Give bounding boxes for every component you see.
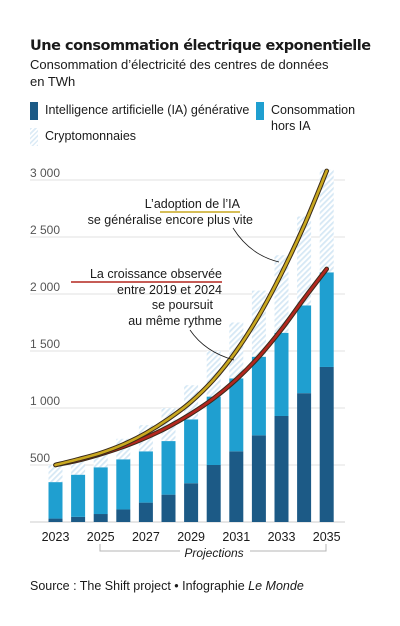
bar-segment-nonai bbox=[71, 474, 86, 517]
projection-bracket-line bbox=[99, 544, 327, 552]
source-text: Source : The Shift project • Infographie bbox=[30, 579, 249, 593]
y-tick-label: 1 500 bbox=[30, 337, 60, 351]
bar-segment-crypto bbox=[48, 465, 63, 483]
bar-segment-nonai bbox=[274, 332, 289, 416]
bar-segment-crypto bbox=[319, 169, 334, 273]
bar-segment-nonai bbox=[116, 459, 131, 510]
x-tick-label: 2023 bbox=[42, 530, 70, 544]
x-tick-label: 2031 bbox=[222, 530, 250, 544]
x-tick-label: 2027 bbox=[132, 530, 160, 544]
legend-label-nonai-line2: hors IA bbox=[271, 119, 311, 133]
annotation-growth-line2: entre 2019 et 2024 bbox=[117, 283, 222, 297]
source-note: Source : The Shift project • Infographie… bbox=[30, 579, 304, 593]
bar-segment-ai bbox=[319, 366, 334, 522]
bar-segment-ai bbox=[229, 451, 244, 522]
legend-label-ai: Intelligence artificielle (IA) générativ… bbox=[45, 103, 250, 117]
chart-title: Une consommation électrique exponentiell… bbox=[30, 38, 371, 54]
y-tick-label: 500 bbox=[30, 451, 50, 465]
bar-segment-ai bbox=[161, 494, 176, 522]
bar-segment-ai bbox=[138, 502, 153, 522]
bar-segment-ai bbox=[251, 435, 266, 522]
bar-segment-nonai bbox=[319, 272, 334, 367]
annotation-growth-pointer bbox=[189, 329, 235, 361]
bar-segment-nonai bbox=[251, 356, 266, 436]
annotation-adoption: L’adoption de l’IA se généralise encore … bbox=[88, 197, 280, 263]
bar-segment-nonai bbox=[161, 441, 176, 495]
y-tick-label: 1 000 bbox=[30, 394, 60, 408]
legend-item-crypto: Cryptomonnaies bbox=[30, 128, 136, 146]
legend-swatch-crypto bbox=[30, 128, 38, 146]
source-publisher: Le Monde bbox=[248, 579, 304, 593]
bar-segment-ai bbox=[116, 509, 131, 522]
annotation-growth: La croissance observée entre 2019 et 202… bbox=[71, 267, 235, 361]
x-tick-label: 2025 bbox=[87, 530, 115, 544]
bar-segment-ai bbox=[93, 514, 108, 522]
projection-bracket: Projections bbox=[99, 544, 327, 560]
annotation-adoption-line2: se généralise encore plus vite bbox=[88, 213, 253, 227]
projection-label: Projections bbox=[184, 546, 243, 560]
bar-segment-nonai bbox=[297, 305, 312, 394]
legend-item-nonai: Consommation hors IA bbox=[256, 102, 355, 134]
x-tick-label: 2035 bbox=[313, 530, 341, 544]
bar-segment-nonai bbox=[48, 482, 63, 519]
legend-label-nonai: Consommation hors IA bbox=[271, 102, 355, 134]
bar-segment-crypto bbox=[274, 255, 289, 333]
bar-segment-nonai bbox=[93, 467, 108, 515]
legend-item-ai: Intelligence artificielle (IA) générativ… bbox=[30, 102, 249, 120]
legend-swatch-nonai bbox=[256, 102, 264, 120]
annotation-growth-line1: La croissance observée bbox=[90, 267, 222, 281]
bar-segment-ai bbox=[48, 518, 63, 522]
annotation-growth-line4: au même rythme bbox=[128, 314, 222, 328]
annotation-adoption-line1: L’adoption de l’IA bbox=[145, 197, 241, 211]
y-tick-label: 3 000 bbox=[30, 166, 60, 180]
bar-segment-ai bbox=[274, 415, 289, 522]
y-tick-label: 2 000 bbox=[30, 280, 60, 294]
chart-subtitle: Consommation d’électricité des centres d… bbox=[30, 57, 329, 72]
bar-segment-ai bbox=[206, 465, 221, 522]
bar-segment-nonai bbox=[138, 451, 153, 503]
bar-segment-nonai bbox=[206, 396, 221, 465]
bar-segment-ai bbox=[184, 483, 199, 522]
x-tick-label: 2029 bbox=[177, 530, 205, 544]
curve-ai-adoption bbox=[54, 169, 328, 467]
axis-layer: 500 1 000 1 500 2 000 2 500 3 000 2023 2025 2027… bbox=[30, 166, 341, 544]
legend-label-crypto: Cryptomonnaies bbox=[45, 129, 137, 143]
x-tick-label: 2033 bbox=[268, 530, 296, 544]
curves-layer bbox=[53, 168, 329, 468]
annotation-adoption-pointer bbox=[232, 227, 280, 263]
bar-segment-ai bbox=[297, 393, 312, 522]
unit-label: en TWh bbox=[30, 74, 76, 89]
y-tick-label: 2 500 bbox=[30, 223, 60, 237]
annotation-growth-line3: se poursuit bbox=[152, 298, 214, 312]
legend-swatch-ai bbox=[30, 102, 38, 120]
bar-segment-nonai bbox=[229, 378, 244, 452]
bar-segment-nonai bbox=[184, 419, 199, 484]
bar-segment-ai bbox=[71, 516, 86, 522]
legend-label-nonai-line1: Consommation bbox=[271, 103, 356, 117]
